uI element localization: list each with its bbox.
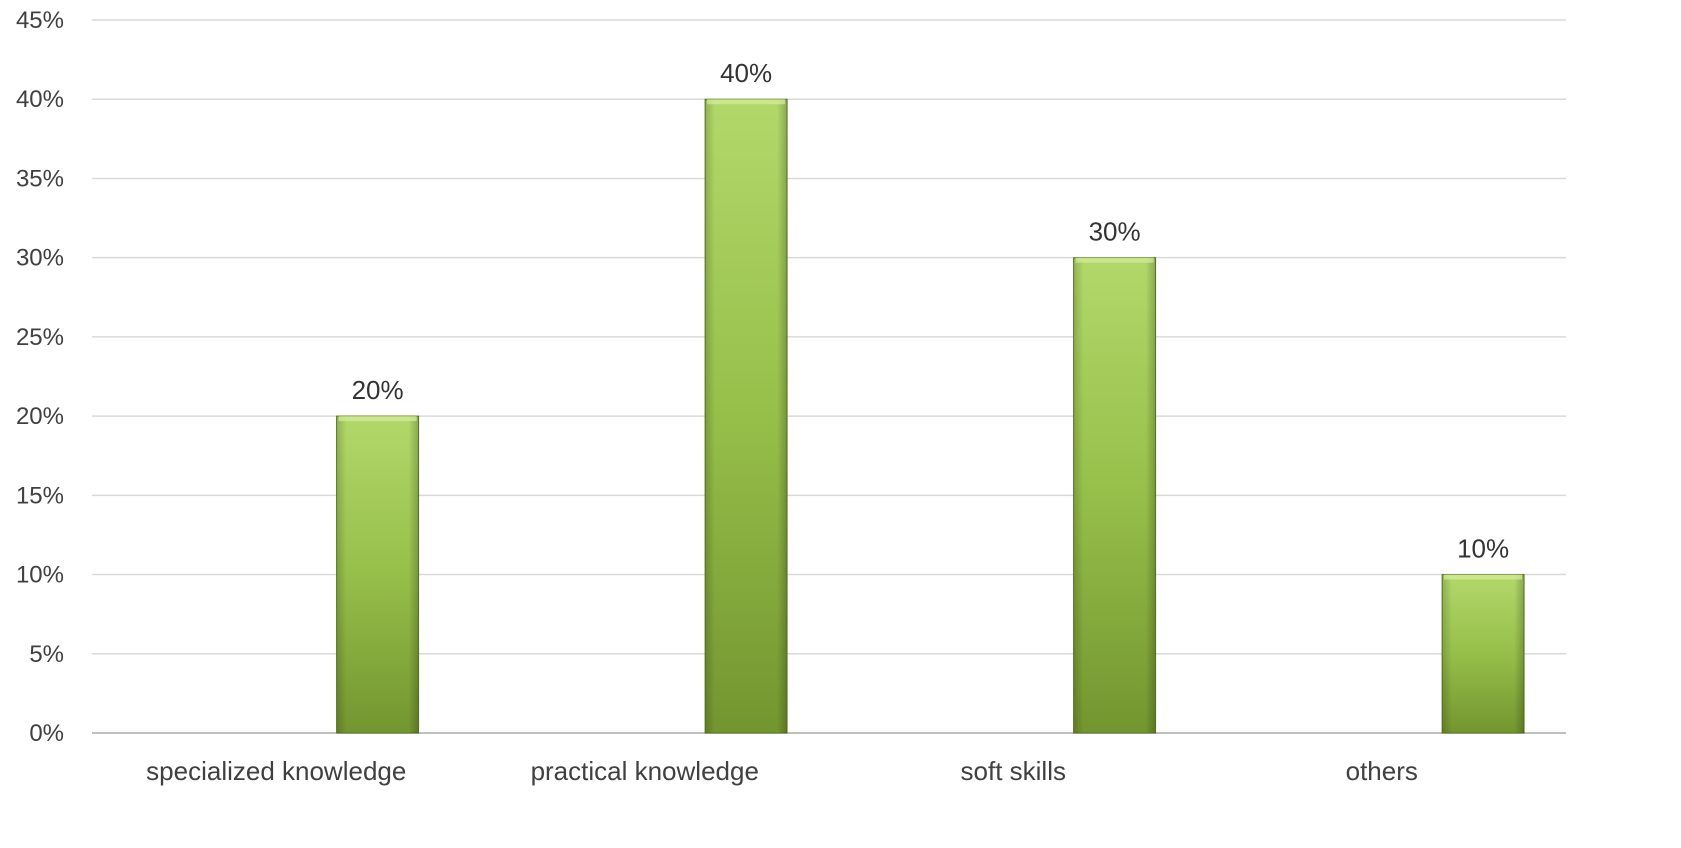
y-tick-label: 40% [16,86,64,113]
bar-shading [705,99,788,733]
y-tick-label: 45% [16,7,64,34]
y-axis-tick-labels: 0% 5% 10% 15% 20% 25% 30% 35% 40% 45% [16,7,64,747]
y-tick-label: 10% [16,562,64,589]
x-category-label: practical knowledge [531,756,759,786]
y-tick-label: 35% [16,165,64,192]
bar-shading [1073,257,1156,733]
x-axis-category-labels: specialized knowledge practical knowledge… [146,756,1418,786]
bar-highlight [707,99,786,105]
bar-shading [336,416,419,733]
x-category-label: specialized knowledge [146,756,406,786]
gridlines [92,19,1566,734]
y-tick-label: 5% [29,641,64,668]
bars [336,98,1525,734]
y-tick-label: 25% [16,324,64,351]
data-label: 20% [352,375,404,405]
y-tick-label: 0% [29,720,64,747]
y-tick-label: 15% [16,482,64,509]
x-category-label: others [1346,756,1418,786]
data-label: 40% [720,58,772,88]
x-category-label: soft skills [961,756,1066,786]
bar-highlight [1444,574,1523,580]
y-tick-label: 20% [16,403,64,430]
data-labels: 20% 40% 30% 10% [352,58,1510,563]
data-label: 10% [1457,534,1509,564]
bar-highlight [1075,257,1154,263]
bar-highlight [338,416,417,422]
bar-shading [1442,574,1525,733]
data-label: 30% [1089,217,1141,247]
y-tick-label: 30% [16,245,64,272]
